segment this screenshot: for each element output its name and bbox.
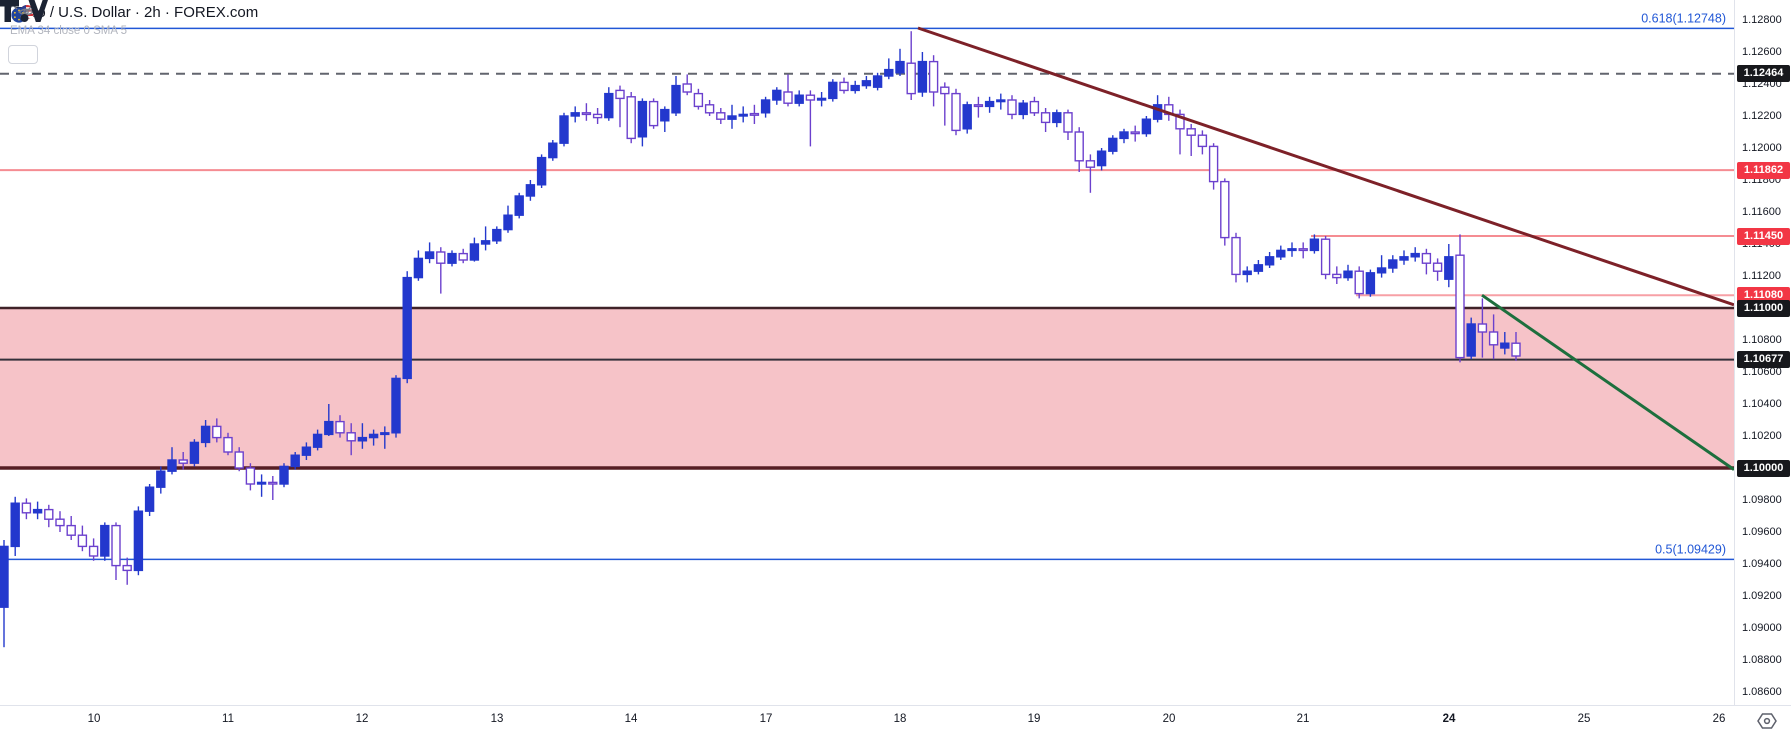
indicator-label: EMA 34 close 0 SMA 5 — [10, 25, 127, 37]
time-tick-label: 24 — [1442, 713, 1456, 725]
time-tick-label: 25 — [1577, 713, 1591, 725]
price-badge: 1.11450 — [1737, 227, 1790, 245]
symbol-title: Euro / U.S. Dollar · 2h · FOREX.com — [14, 4, 259, 21]
fib-level-label: 0.5(1.09429) — [1655, 542, 1726, 556]
price-tick-label: 1.09000 — [1742, 622, 1782, 634]
time-tick-label: 12 — [355, 713, 369, 725]
price-badge: 1.11000 — [1737, 299, 1790, 317]
price-badge: 1.10677 — [1737, 351, 1790, 369]
time-tick-label: 26 — [1712, 713, 1726, 725]
time-tick-label: 19 — [1027, 713, 1041, 725]
price-tick-label: 1.12000 — [1742, 142, 1782, 154]
price-axis[interactable]: 1.12800 1.12600 1.12400 1.12200 1.12000 1.118… — [1734, 0, 1791, 705]
price-tick-label: 1.09400 — [1742, 558, 1782, 570]
time-tick-label: 11 — [222, 713, 234, 725]
price-tick-label: 1.12800 — [1742, 14, 1782, 26]
price-tick-label: 1.11600 — [1742, 206, 1781, 218]
price-tick-label: 1.09800 — [1742, 494, 1782, 506]
price-tick-label: 1.08600 — [1742, 686, 1782, 698]
price-tick-label: 1.10400 — [1742, 398, 1782, 410]
chart-pane[interactable]: 0.618(1.12748) 0.5(1.09429) — [0, 0, 1734, 705]
fib-level-label: 0.618(1.12748) — [1641, 11, 1726, 25]
price-badge: 1.11080 — [1737, 286, 1790, 304]
price-badge: 1.11862 — [1737, 161, 1790, 179]
time-tick-label: 21 — [1296, 713, 1310, 725]
price-tick-label: 1.12600 — [1742, 46, 1782, 58]
support-zone[interactable] — [0, 308, 1734, 468]
support-trendline[interactable] — [1481, 293, 1734, 471]
time-axis[interactable]: 10 11 12 13 14 17 18 19 20 21 24 25 26 — [0, 705, 1791, 734]
time-tick-label: 20 — [1162, 713, 1176, 725]
tradingview-logo[interactable] — [0, 0, 48, 24]
resistance-trendline[interactable] — [917, 26, 1734, 307]
price-tick-label: 1.10800 — [1742, 334, 1782, 346]
price-tick-label: 1.11200 — [1742, 270, 1781, 282]
price-tick-label: 1.12200 — [1742, 110, 1782, 122]
price-tick-label: 1.10600 — [1742, 366, 1782, 378]
price-badge: 1.10000 — [1737, 459, 1790, 477]
time-tick-label: 10 — [87, 713, 101, 725]
time-tick-label: 13 — [490, 713, 504, 725]
time-tick-label: 14 — [624, 713, 638, 725]
price-chart-canvas[interactable]: 0.618(1.12748) 0.5(1.09429) — [0, 0, 1734, 705]
session-clock-icon[interactable] — [1756, 711, 1778, 731]
price-tick-label: 1.10200 — [1742, 430, 1782, 442]
candlestick-series — [0, 31, 1521, 648]
collapse-indicators-button[interactable] — [8, 4, 38, 64]
price-tick-label: 1.08800 — [1742, 654, 1782, 666]
time-tick-label: 17 — [759, 713, 773, 725]
price-tick-label: 1.09200 — [1742, 590, 1782, 602]
price-tick-label: 1.09600 — [1742, 526, 1782, 538]
price-badge: 1.12464 — [1737, 65, 1790, 83]
time-tick-label: 18 — [893, 713, 907, 725]
